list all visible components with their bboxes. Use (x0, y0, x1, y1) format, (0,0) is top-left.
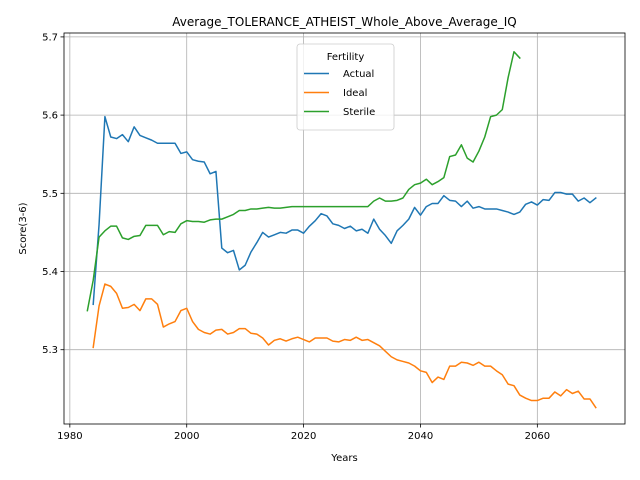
legend-title: Fertility (327, 52, 365, 63)
series-line-sterile (86, 51, 521, 312)
legend-box (296, 43, 395, 131)
series-line-ideal (92, 283, 597, 409)
y-axis: 5.3 5.4 5.5 5.6 5.7 (42, 32, 64, 356)
plot-frame (63, 32, 626, 425)
x-axis: 1980 2000 2020 2040 2060 (57, 424, 550, 442)
legend-label-ideal: Ideal (343, 88, 367, 99)
y-tick-label: 5.4 (42, 267, 58, 278)
y-tick-label: 5.3 (42, 345, 58, 356)
y-tick-label: 5.6 (42, 111, 58, 122)
legend: Fertility Actual Ideal Sterile (296, 43, 395, 131)
series-layer (86, 51, 597, 409)
x-tick-label: 2020 (291, 431, 316, 442)
x-tick-label: 2060 (525, 431, 550, 442)
x-tick-label: 1980 (57, 431, 82, 442)
legend-label-actual: Actual (343, 69, 374, 80)
chart-title: Average_TOLERANCE_ATHEIST_Whole_Above_Av… (172, 15, 516, 29)
x-tick-label: 2000 (174, 431, 199, 442)
y-axis-label: Score(3-6) (18, 202, 29, 254)
y-tick-label: 5.5 (42, 189, 58, 200)
x-tick-label: 2040 (408, 431, 433, 442)
y-tick-label: 5.7 (42, 32, 58, 43)
legend-label-sterile: Sterile (343, 107, 375, 118)
series-line-actual (92, 115, 597, 306)
x-axis-label: Years (330, 453, 357, 464)
